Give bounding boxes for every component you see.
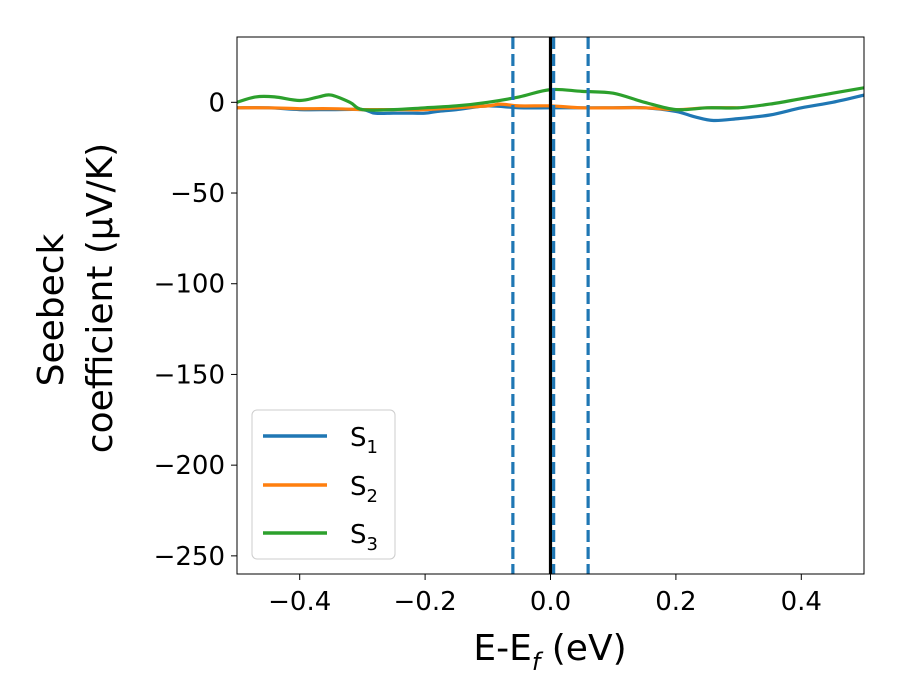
x-tick-label: 0.2 [655, 587, 696, 617]
x-tick-label: −0.4 [268, 587, 331, 617]
x-axis: −0.4 −0.2 0.0 0.2 0.4 [268, 574, 822, 617]
series-group [237, 37, 864, 574]
legend-label-s2: S2 [350, 472, 378, 507]
x-axis-label-main: E-E [473, 628, 531, 669]
y-axis: 0 −50 −100 −150 −200 −250 [154, 88, 237, 572]
plot-area [237, 37, 864, 574]
y-tick-label: −100 [154, 270, 225, 300]
y-tick-label: −200 [154, 451, 225, 481]
legend-label-s1: S1 [350, 423, 378, 458]
y-tick-label: −250 [154, 542, 225, 572]
x-tick-label: 0.4 [781, 587, 822, 617]
y-axis-label-line1: Seebeck [31, 233, 72, 386]
x-axis-label-suffix: (eV) [540, 628, 626, 669]
x-axis-label: E-Ef (eV) [473, 628, 626, 676]
legend: S1 S2 S3 [251, 409, 396, 560]
y-tick-label: −150 [154, 360, 225, 390]
y-tick-label: −50 [170, 179, 225, 209]
legend-label-s3: S3 [350, 520, 378, 555]
series-line-s3 [237, 86, 864, 112]
series-line-s2 [237, 102, 741, 112]
x-tick-label: 0.0 [530, 587, 571, 617]
y-tick-label: 0 [208, 88, 225, 118]
x-tick-label: −0.2 [394, 587, 457, 617]
y-axis-label-line2: coefficient (μV/K) [80, 143, 121, 453]
